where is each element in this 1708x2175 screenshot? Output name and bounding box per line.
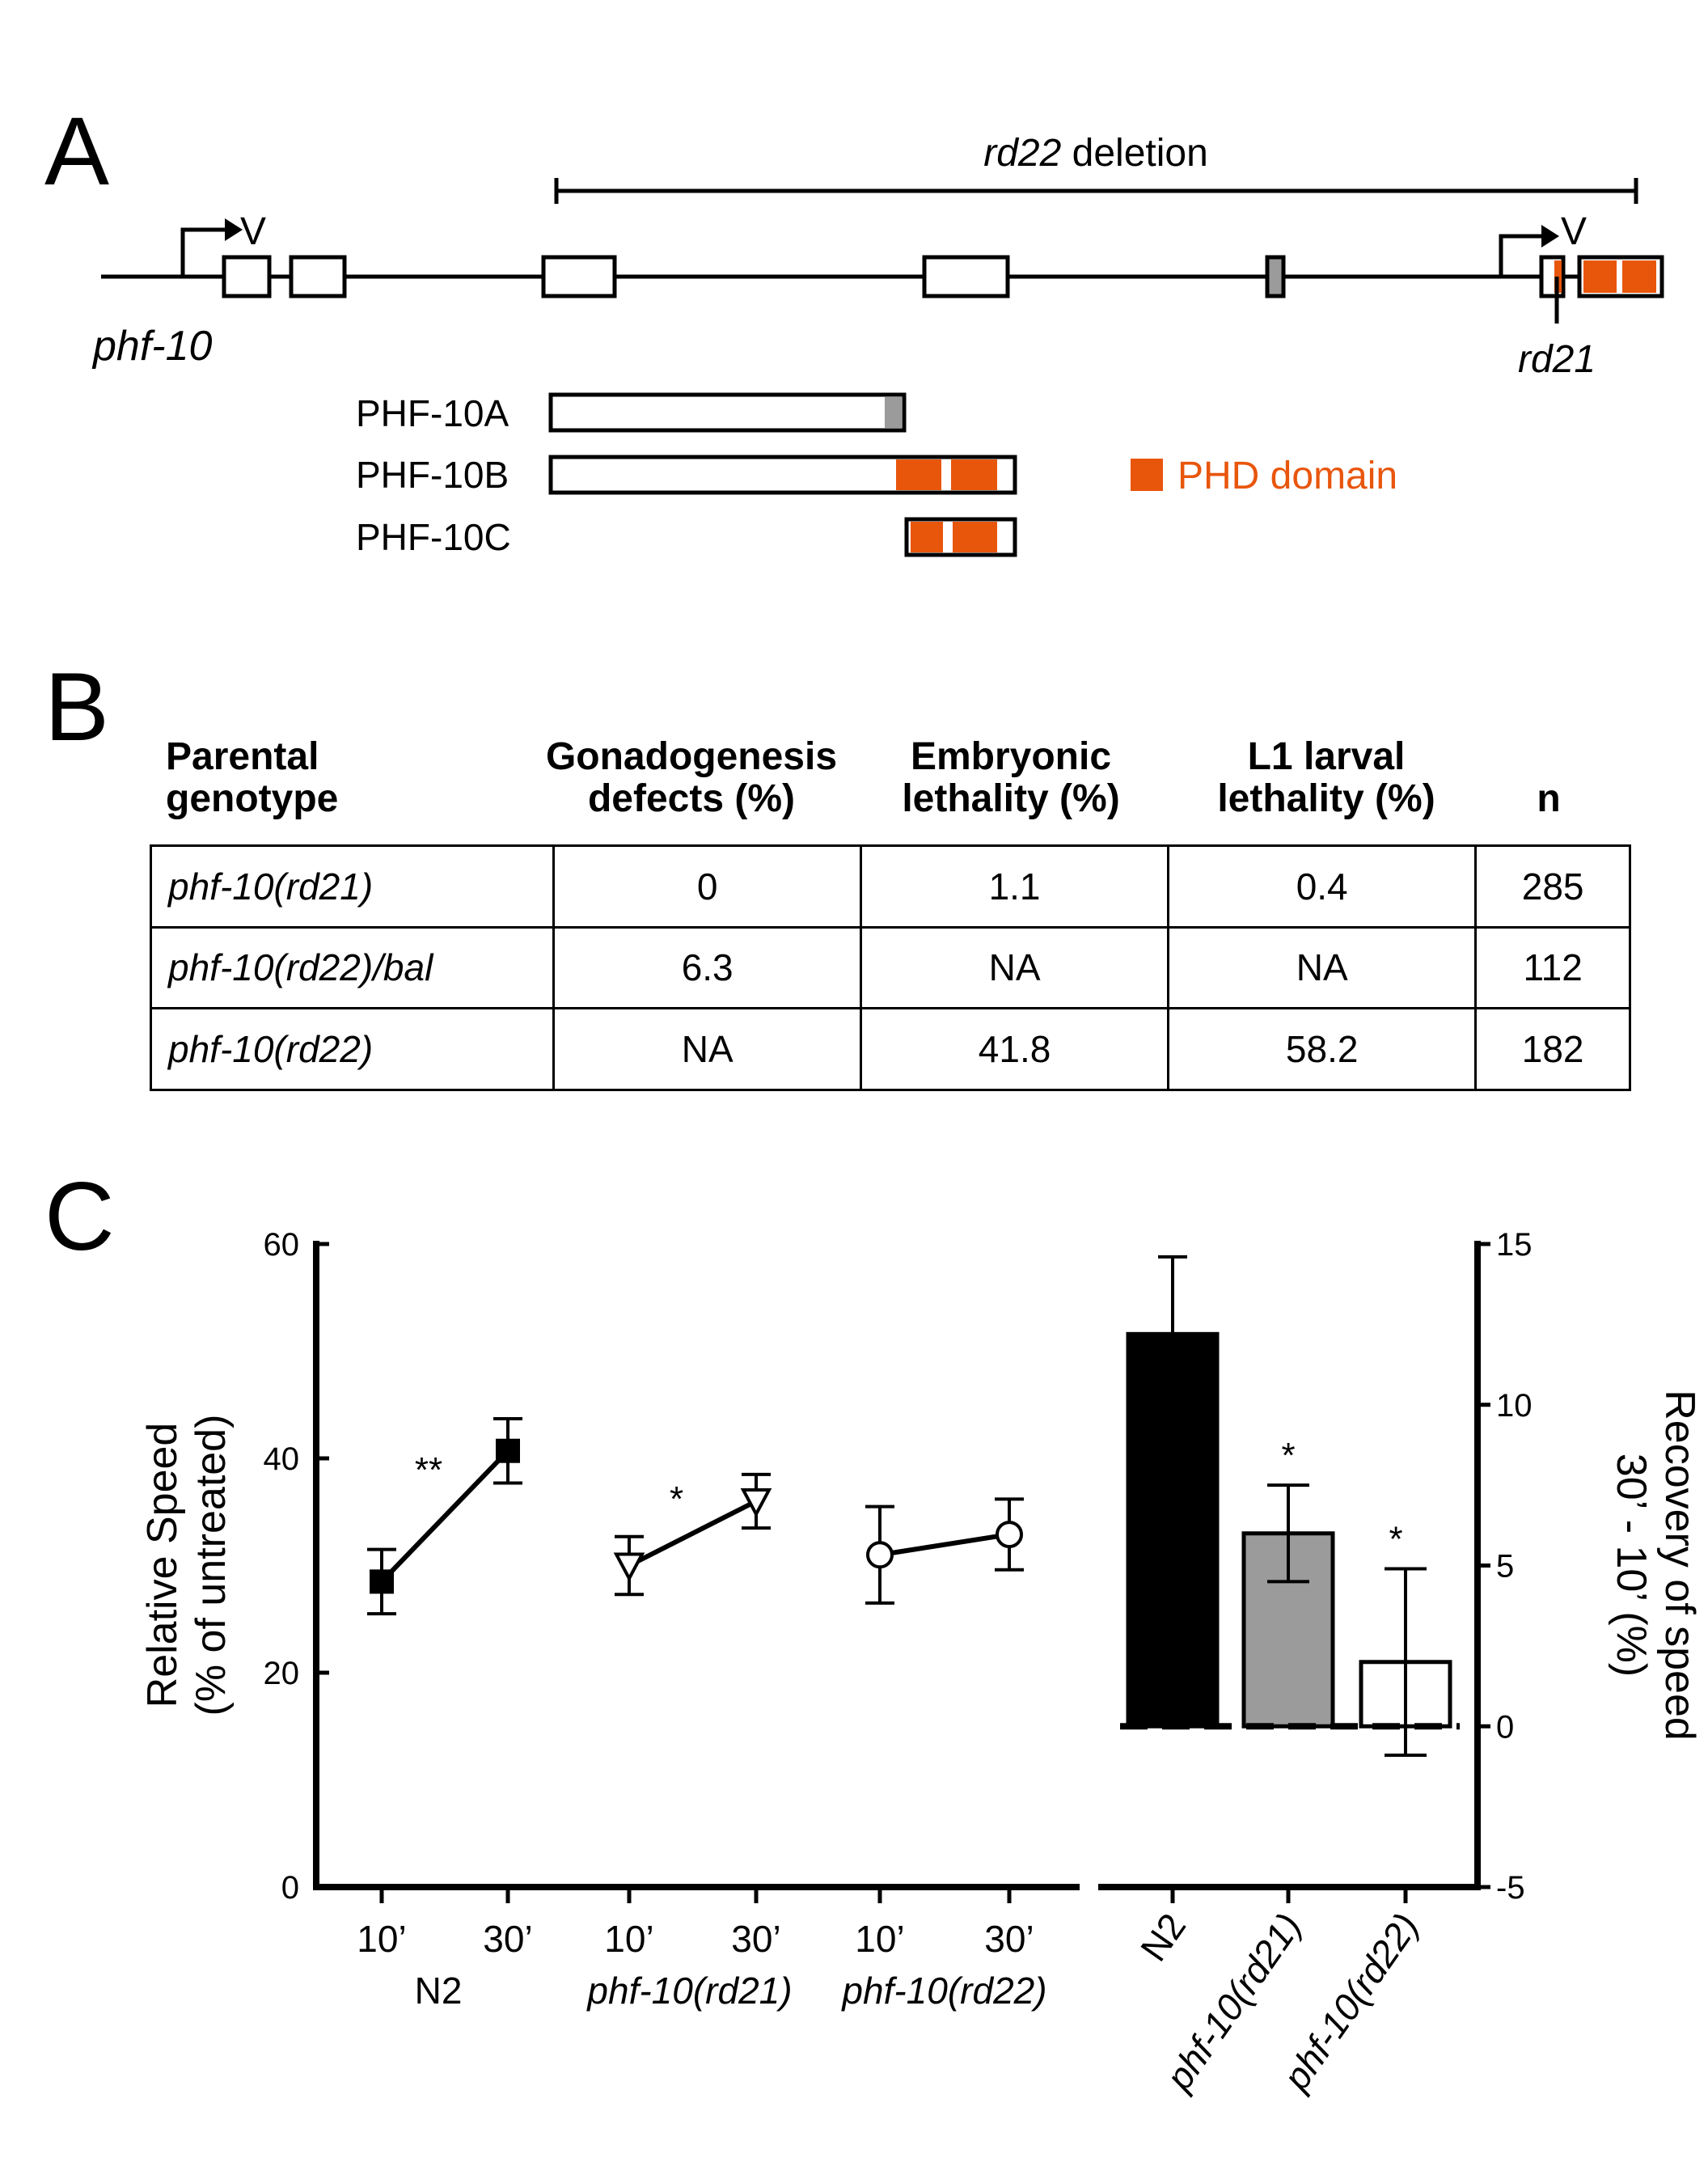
data-point	[496, 1438, 520, 1463]
x-tick-label: 30’	[483, 1918, 532, 1960]
x-tick-label: N2	[1132, 1906, 1194, 1969]
data-point	[866, 1541, 894, 1569]
y-tick-label: 10	[1496, 1388, 1533, 1424]
isoform-c-label: PHF-10C	[356, 516, 511, 558]
line-chart-ylabel-2: (% of untreated)	[188, 1415, 235, 1716]
exon-2	[289, 255, 347, 298]
exon-3	[541, 255, 617, 298]
cell-l1: 0.4	[1167, 844, 1478, 929]
x-tick-label: 10’	[357, 1918, 406, 1960]
y-tick-label: 0	[281, 1870, 299, 1906]
phd-legend-swatch	[1131, 459, 1163, 491]
cell-genotype: phf-10(rd22)	[149, 1007, 556, 1091]
header-l1: L1 larval lethality (%)	[1217, 735, 1435, 820]
series-line	[628, 1499, 758, 1568]
promoter-arrow-2	[1499, 225, 1559, 277]
group-label-n2: N2	[415, 1970, 463, 2012]
isoform-a-label: PHF-10A	[356, 392, 509, 434]
y-tick-label: -5	[1496, 1870, 1525, 1906]
series-line	[379, 1449, 510, 1584]
bar-chart-ylabel-1: Recovery of speed	[1656, 1390, 1703, 1741]
exon-6-phd	[1539, 255, 1566, 298]
cell-n: 182	[1474, 1007, 1631, 1091]
table-row: phf-10(rd22)/bal 6.3 NA NA 112	[149, 925, 1631, 1010]
y-tick-label: 0	[1496, 1709, 1514, 1745]
cell-n: 112	[1474, 925, 1631, 1010]
significance-marker: **	[415, 1450, 442, 1490]
series-line	[879, 1532, 1010, 1558]
cell-l1: NA	[1167, 925, 1478, 1010]
promoter-marker-2: V	[1561, 210, 1587, 253]
x-tick-label: 10’	[855, 1918, 904, 1960]
significance-marker: *	[1389, 1519, 1402, 1559]
y-tick-label: 40	[264, 1441, 300, 1477]
gene-name: phf-10	[91, 323, 213, 370]
cell-gonad: 0	[552, 844, 862, 929]
x-tick-label: 30’	[984, 1918, 1034, 1960]
data-point	[996, 1521, 1023, 1549]
series-phf-10-rd21-: *	[613, 1472, 772, 1597]
cell-gonad: 6.3	[552, 925, 862, 1010]
bar-chart-ylabel-2: 30’ - 10’ (%)	[1608, 1454, 1655, 1677]
data-point	[370, 1569, 394, 1594]
phd-legend-label: PHD domain	[1177, 455, 1397, 497]
cell-embryonic: 41.8	[859, 1007, 1170, 1091]
cell-genotype: phf-10(rd22)/bal	[149, 925, 556, 1010]
y-tick-label: 60	[264, 1227, 300, 1263]
panel-a-letter: A	[44, 97, 109, 205]
cell-gonad: NA	[552, 1007, 862, 1091]
cell-n: 285	[1474, 844, 1631, 929]
phenotype-table: phf-10(rd21) 0 1.1 0.4 285 phf-10(rd22)/…	[149, 844, 1631, 1091]
table-row: phf-10(rd21) 0 1.1 0.4 285	[149, 844, 1631, 929]
table-row: phf-10(rd22) NA 41.8 58.2 182	[149, 1007, 1631, 1091]
cell-embryonic: NA	[859, 925, 1170, 1010]
significance-marker: *	[670, 1479, 683, 1519]
exon-4	[922, 255, 1010, 298]
panel-c-letter: C	[44, 1162, 115, 1271]
cell-genotype: phf-10(rd21)	[149, 844, 556, 929]
header-gonad: Gonadogenesis defects (%)	[545, 735, 838, 820]
header-embryonic: Embryonic lethality (%)	[902, 735, 1120, 820]
isoform-c-bar	[904, 517, 1017, 557]
exon-5-gray	[1265, 255, 1286, 298]
isoform-b-bar	[548, 455, 1017, 495]
exon-7-phd	[1577, 255, 1664, 298]
cell-l1: 58.2	[1167, 1007, 1478, 1091]
rd21-label: rd21	[1518, 338, 1596, 381]
promoter-marker-1: V	[240, 210, 266, 253]
isoform-b-label: PHF-10B	[356, 454, 509, 496]
significance-marker: *	[1281, 1436, 1295, 1475]
promoter-arrow-1	[180, 218, 243, 277]
y-tick-label: 20	[264, 1656, 300, 1691]
line-chart-ylabel-1: Relative Speed	[139, 1423, 186, 1708]
rd22-deletion-range	[554, 178, 1638, 204]
bar	[1126, 1331, 1220, 1729]
data-point	[740, 1488, 772, 1518]
header-genotype: Parental genotype	[166, 735, 339, 820]
series-n2: **	[367, 1416, 522, 1616]
exon-1	[222, 255, 272, 298]
cell-embryonic: 1.1	[859, 844, 1170, 929]
group-label-rd21: phf-10(rd21)	[586, 1970, 792, 2012]
y-tick-label: 15	[1496, 1227, 1533, 1263]
group-label-rd22: phf-10(rd22)	[840, 1970, 1046, 2012]
deletion-label: rd22 deletion	[983, 132, 1208, 175]
header-n: n	[1537, 777, 1561, 820]
data-point	[613, 1552, 645, 1582]
panel-b-letter: B	[44, 653, 109, 761]
series-phf-10-rd22-	[865, 1497, 1024, 1605]
x-tick-label: 30’	[731, 1918, 780, 1960]
y-tick-label: 5	[1496, 1549, 1514, 1585]
x-tick-label: 10’	[604, 1918, 653, 1960]
isoform-a-bar	[548, 392, 907, 433]
